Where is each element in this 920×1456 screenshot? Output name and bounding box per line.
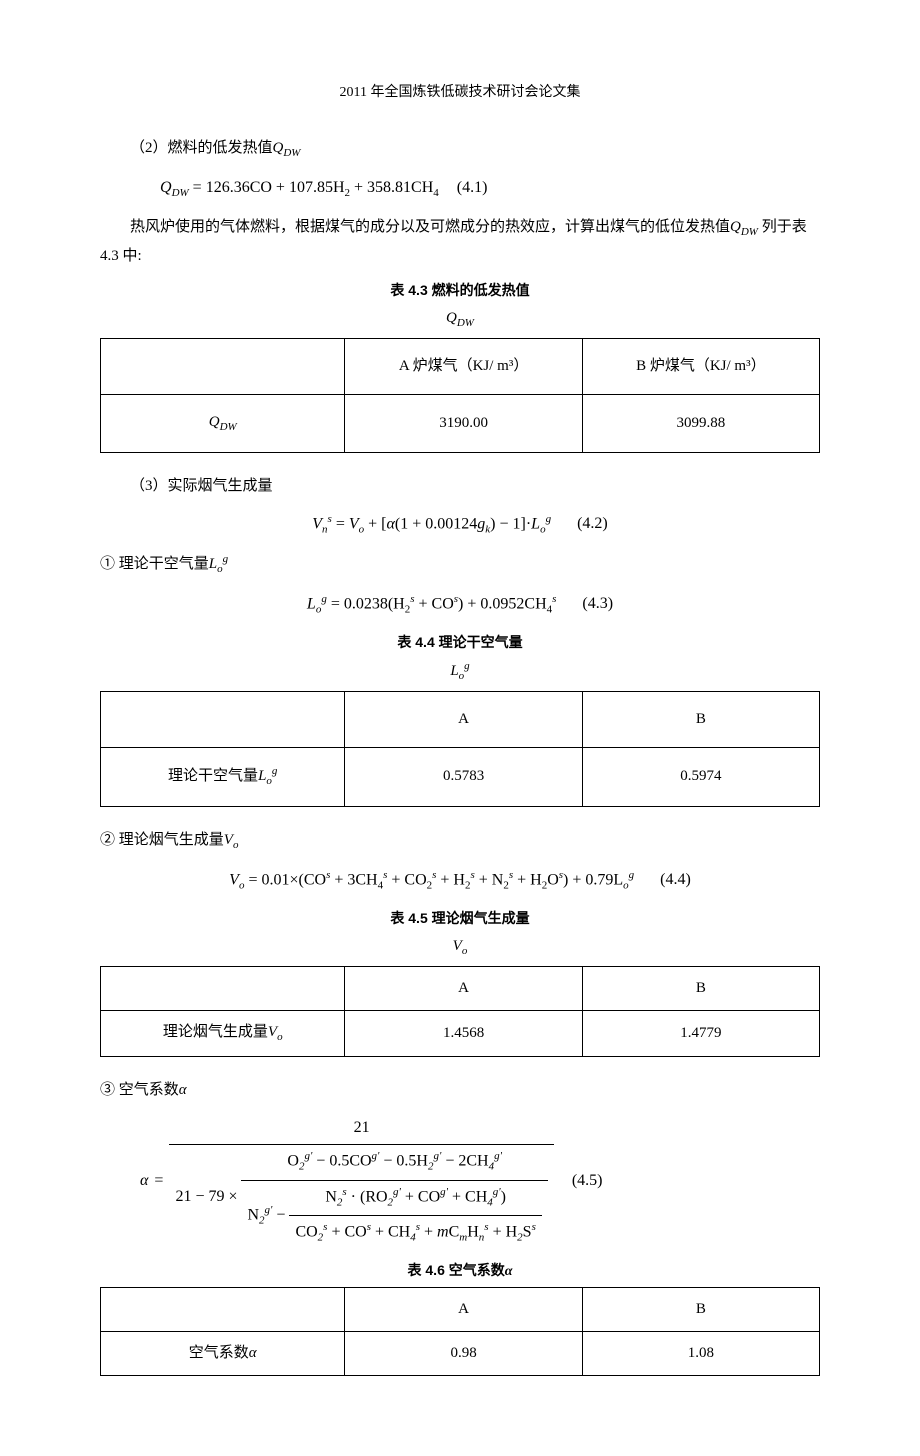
- equation-4-3: Log = 0.0238(H2s + COs) + 0.0952CH4s (4.…: [100, 590, 820, 620]
- table-4-4-value-a: 0.5783: [345, 747, 582, 806]
- table-4-5-title: 表 4.5 理论烟气生成量: [100, 906, 820, 931]
- table-4-4-title: 表 4.4 理论干空气量: [100, 630, 820, 655]
- eq-4-4-number: (4.4): [660, 871, 691, 888]
- table-4-6-row-label-text: 空气系数: [189, 1345, 249, 1361]
- table-4-3-header-0: [101, 338, 345, 394]
- table-4-3-header-1: A 炉煤气（KJ/ m³）: [345, 338, 582, 394]
- table-row: QDW 3190.00 3099.88: [101, 394, 820, 452]
- table-4-3-title: 表 4.3 燃料的低发热值: [100, 278, 820, 303]
- table-4-3-value-a: 3190.00: [345, 394, 582, 452]
- table-4-6-row-label: 空气系数α: [101, 1331, 345, 1375]
- eq-4-2-number: (4.2): [577, 515, 608, 532]
- table-4-3-header-2: B 炉煤气（KJ/ m³）: [582, 338, 819, 394]
- table-row: A B: [101, 966, 820, 1010]
- table-4-4-header-2: B: [582, 691, 819, 747]
- table-4-6-header-0: [101, 1287, 345, 1331]
- table-4-5-row-label: 理论烟气生成量Vo: [101, 1010, 345, 1056]
- table-row: 空气系数α 0.98 1.08: [101, 1331, 820, 1375]
- table-row: A B: [101, 1287, 820, 1331]
- table-row: A B: [101, 691, 820, 747]
- table-4-5: A B 理论烟气生成量Vo 1.4568 1.4779: [100, 966, 820, 1057]
- equation-4-5: α = 21 21 − 79 × O2g' − 0.5COg' − 0.5H2g…: [140, 1114, 820, 1249]
- section-3-label: （3）实际烟气生成量: [100, 473, 820, 500]
- table-4-5-value-b: 1.4779: [582, 1010, 819, 1056]
- table-4-5-header-2: B: [582, 966, 819, 1010]
- table-4-4-header-0: [101, 691, 345, 747]
- page-header: 2011 年全国炼铁低碳技术研讨会论文集: [100, 80, 820, 105]
- item-1-label: ① 理论干空气量Log: [100, 550, 820, 580]
- table-4-4-row-label-text: 理论干空气量: [168, 768, 258, 784]
- table-row: A 炉煤气（KJ/ m³） B 炉煤气（KJ/ m³）: [101, 338, 820, 394]
- item-3-text: ③ 空气系数: [100, 1082, 179, 1098]
- table-4-6-header-2: B: [582, 1287, 819, 1331]
- table-4-4-header-1: A: [345, 691, 582, 747]
- item-1-text: ① 理论干空气量: [100, 556, 209, 572]
- table-row: 理论烟气生成量Vo 1.4568 1.4779: [101, 1010, 820, 1056]
- equation-4-4: Vo = 0.01×(COs + 3CH4s + CO2s + H2s + N2…: [100, 866, 820, 896]
- paragraph-qdw-text: 热风炉使用的气体燃料，根据煤气的成分以及可燃成分的热效应，计算出煤气的低位发热值: [130, 219, 730, 235]
- table-4-5-header-1: A: [345, 966, 582, 1010]
- table-4-6-value-a: 0.98: [345, 1331, 582, 1375]
- table-row: 理论干空气量Log 0.5783 0.5974: [101, 747, 820, 806]
- table-4-6-header-1: A: [345, 1287, 582, 1331]
- table-4-6-title-text: 表 4.6 空气系数: [408, 1262, 505, 1278]
- equation-4-1: QDW = 126.36CO + 107.85H2 + 358.81CH4 (4…: [160, 174, 820, 204]
- table-4-3-value-b: 3099.88: [582, 394, 819, 452]
- table-4-6-value-b: 1.08: [582, 1331, 819, 1375]
- equation-4-2: Vns = Vo + [α(1 + 0.00124gk) − 1]·Log (4…: [100, 510, 820, 540]
- table-4-4-row-label: 理论干空气量Log: [101, 747, 345, 806]
- item-3-label: ③ 空气系数α: [100, 1077, 820, 1104]
- section-2-text: （2）燃料的低发热值: [130, 140, 273, 156]
- table-4-3: A 炉煤气（KJ/ m³） B 炉煤气（KJ/ m³） QDW 3190.00 …: [100, 338, 820, 453]
- table-4-4: A B 理论干空气量Log 0.5783 0.5974: [100, 691, 820, 807]
- table-4-5-value-a: 1.4568: [345, 1010, 582, 1056]
- table-4-6-title: 表 4.6 空气系数α: [100, 1258, 820, 1284]
- item-2-text: ② 理论烟气生成量: [100, 832, 224, 848]
- eq-4-5-number: (4.5): [572, 1172, 603, 1189]
- eq-4-3-number: (4.3): [582, 595, 613, 612]
- paragraph-qdw: 热风炉使用的气体燃料，根据煤气的成分以及可燃成分的热效应，计算出煤气的低位发热值…: [100, 214, 820, 270]
- item-2-label: ② 理论烟气生成量Vo: [100, 827, 820, 856]
- section-2-label: （2）燃料的低发热值QDW: [100, 135, 820, 164]
- table-4-4-value-b: 0.5974: [582, 747, 819, 806]
- table-4-5-symbol: Vo: [100, 933, 820, 962]
- table-4-5-header-0: [101, 966, 345, 1010]
- table-4-6: A B 空气系数α 0.98 1.08: [100, 1287, 820, 1376]
- table-4-3-row-label: QDW: [101, 394, 345, 452]
- table-4-5-row-label-text: 理论烟气生成量: [163, 1024, 268, 1040]
- eq-4-1-number: (4.1): [457, 179, 488, 196]
- table-4-4-symbol: Log: [100, 657, 820, 687]
- table-4-3-symbol: QDW: [100, 305, 820, 334]
